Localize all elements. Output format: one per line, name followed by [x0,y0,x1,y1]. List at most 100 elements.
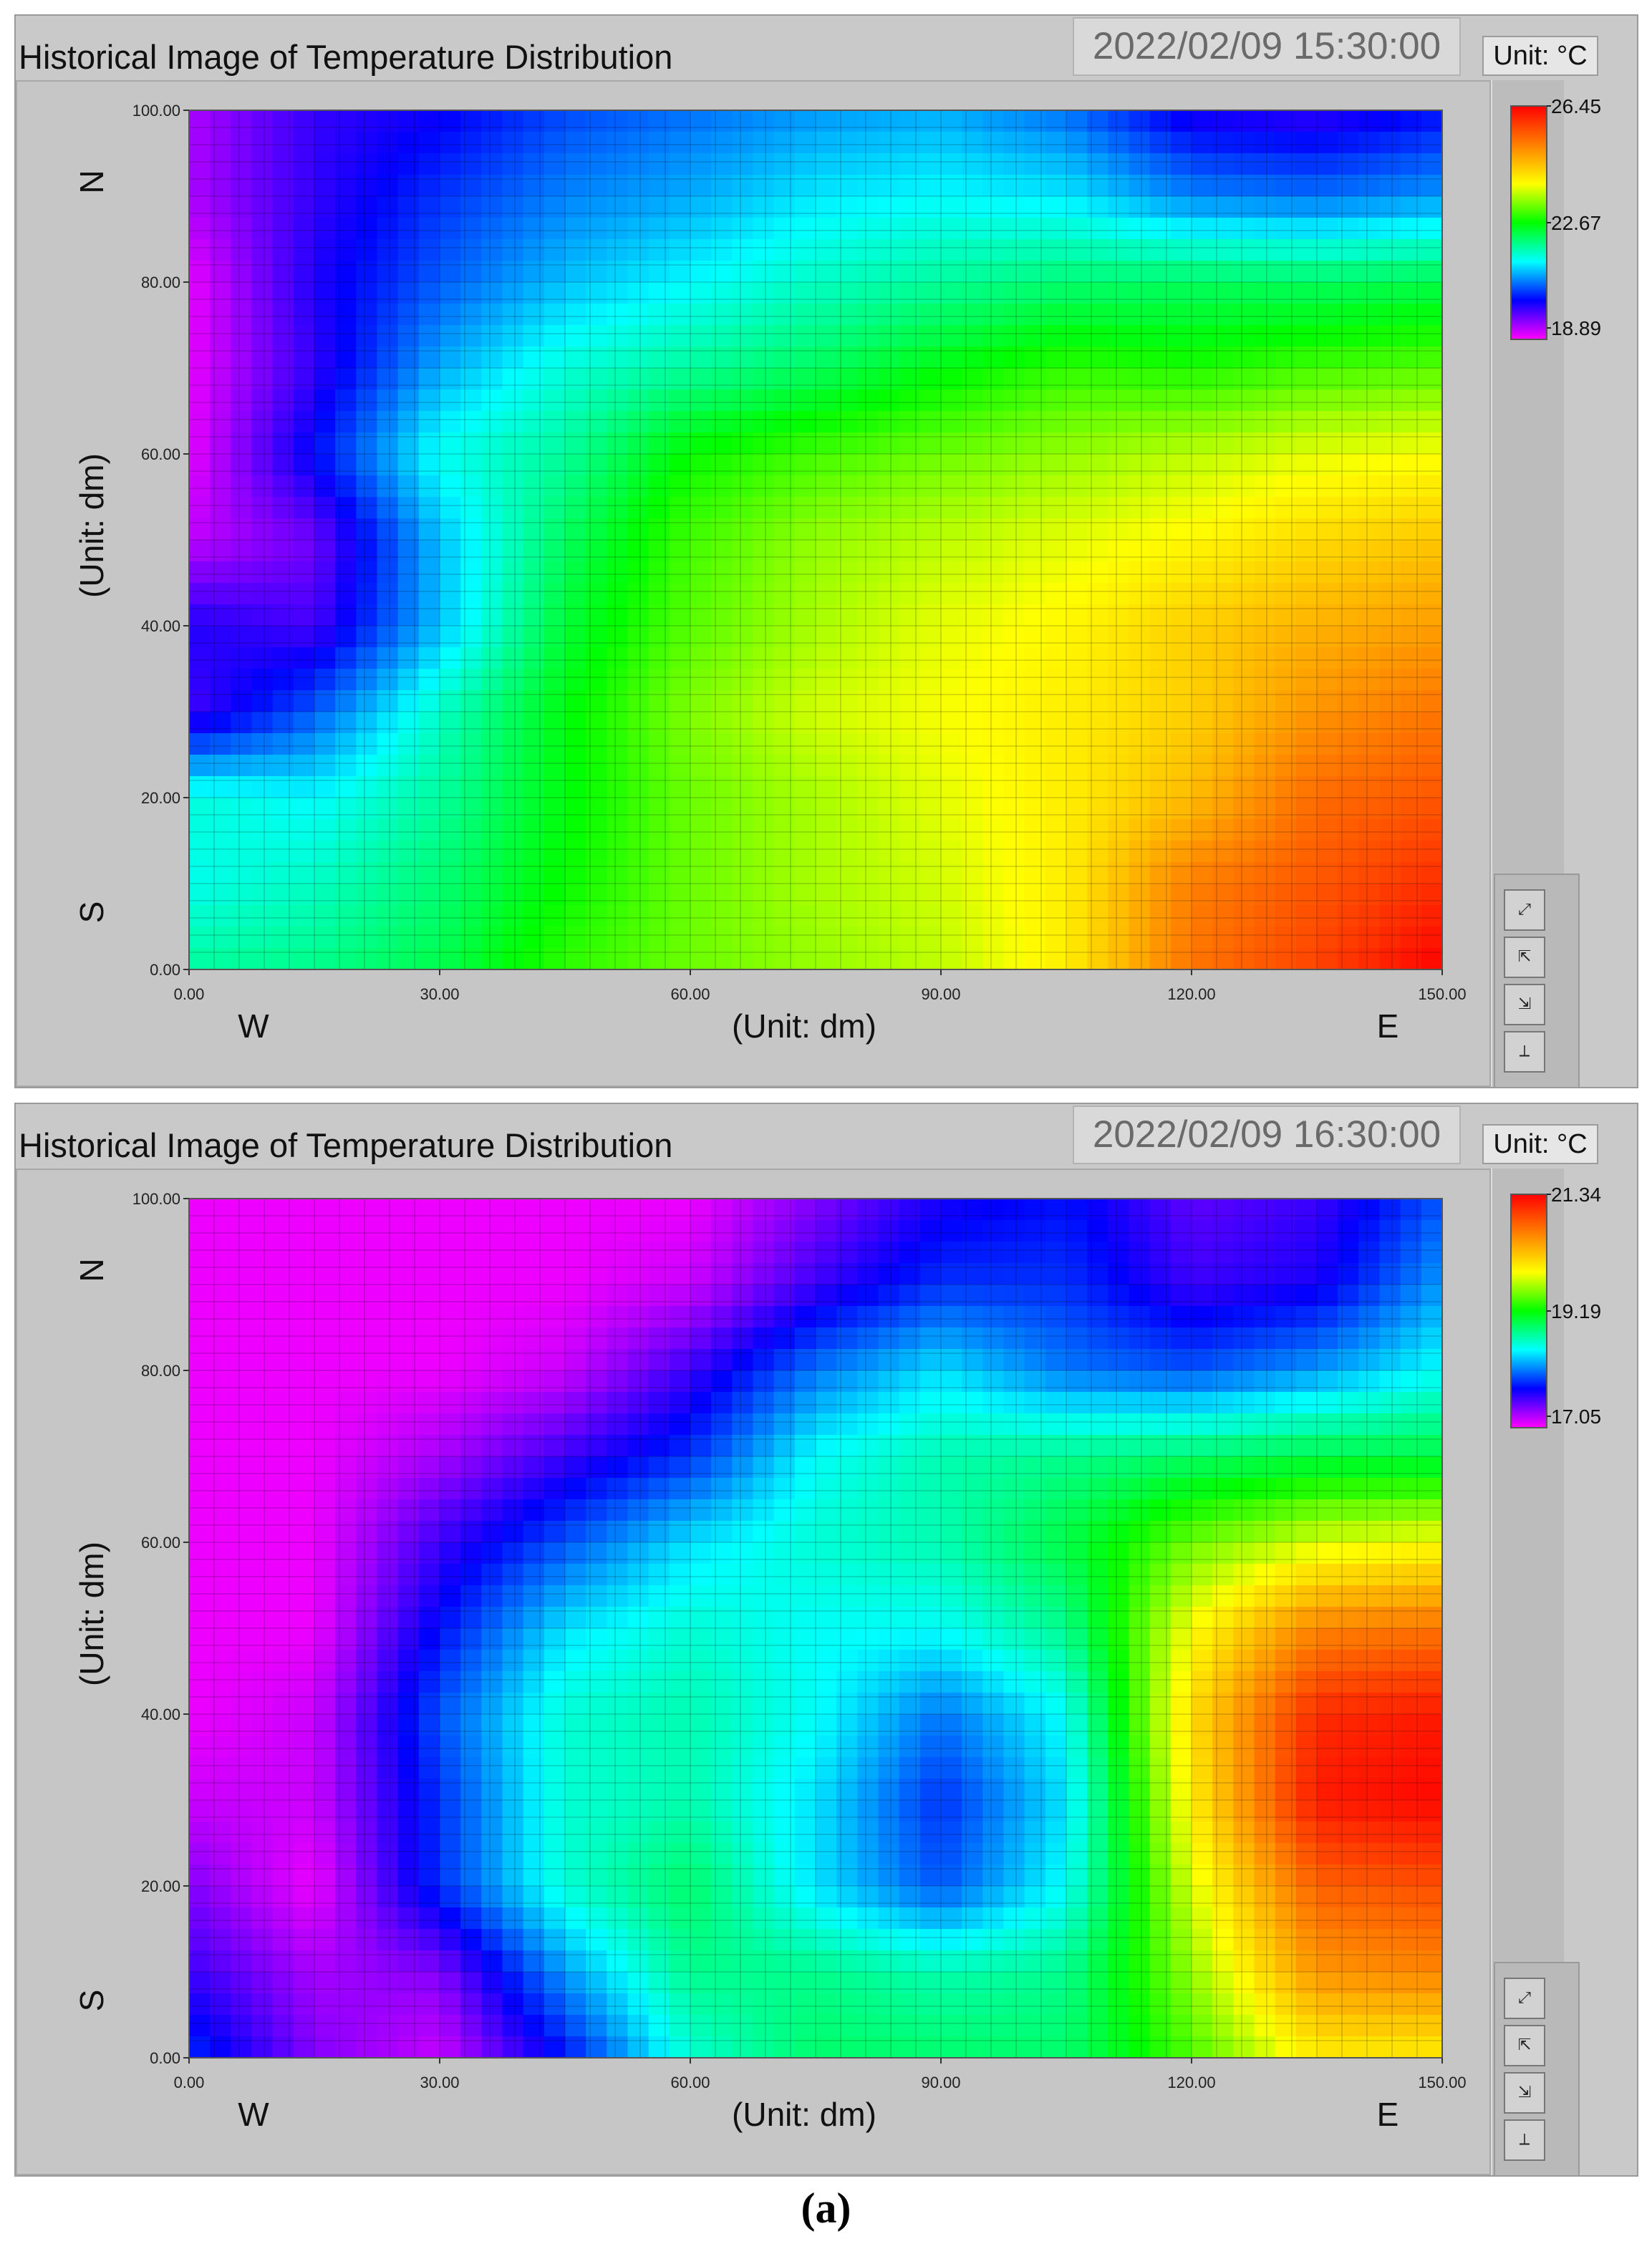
heatmap-cell [962,884,983,906]
heatmap-svg[interactable]: 0.00 30.00 60.00 90.00 120.00 150.000.0020.00… [17,1170,1489,2174]
heatmap-cell [1400,132,1422,154]
heatmap-cell [335,304,357,326]
heatmap-cell [962,1800,983,1822]
heatmap-cell [1233,755,1255,777]
heatmap-cell [440,1392,461,1414]
heatmap-cell [397,1736,420,1758]
heatmap-cell [314,1242,336,1264]
heatmap-cell [314,1736,336,1758]
heatmap-cell [1045,1950,1067,1973]
heatmap-cell [1254,647,1276,669]
heatmap-cell [565,1285,586,1307]
heatmap-cell [878,110,900,132]
heatmap-cell [1254,218,1276,240]
heatmap-cell [1379,1585,1401,1607]
heatmap-cell [607,669,629,691]
heatmap-cell [481,1521,503,1543]
heatmap-cell [1233,153,1255,175]
heatmap-cell [1338,325,1359,347]
heatmap-cell [816,905,837,927]
heatmap-cell [335,1779,357,1801]
heatmap-cell [878,1864,900,1887]
heatmap-cell [440,561,461,584]
heatmap-cell [1295,1413,1318,1436]
heatmap-cell [1400,1779,1422,1801]
heatmap-cell [210,1285,231,1307]
heatmap-cell [1379,1671,1401,1693]
heatmap-cell [962,1650,983,1672]
heatmap-cell [210,798,231,820]
heatmap-cell [669,239,691,261]
heatmap-cell [1129,1607,1151,1629]
heatmap-cell [816,2036,837,2059]
heatmap-cell [523,239,545,261]
heatmap-cell [794,1263,816,1285]
heatmap-cell [1149,1199,1172,1221]
heatmap-cell [1149,1306,1172,1328]
heatmap-cell [1108,2015,1130,2037]
heatmap-cell [773,1993,796,2016]
heatmap-cell [356,927,378,949]
colorbar-svg [1510,105,1551,340]
heatmap-cell [962,175,983,197]
heatmap-cell [1066,1757,1088,1779]
heatmap-cell [523,755,545,777]
heatmap-cell [857,1607,879,1629]
axis-xz-icon[interactable]: ⇱ [1504,937,1545,978]
heatmap-cell [502,1199,524,1221]
heatmap-cell [231,1843,253,1865]
heatmap-cell [1338,1843,1359,1865]
heatmap-cell [1379,175,1401,197]
heatmap-cell [919,390,942,412]
heatmap-cell [1024,1349,1046,1371]
zoom-xy-icon[interactable]: ⤢ [1504,889,1545,931]
heatmap-cell [481,1993,503,2016]
heatmap-cell [1003,1736,1025,1758]
heatmap-cell [251,884,274,906]
heatmap-cell [669,1736,691,1758]
heatmap-cell [1045,132,1067,154]
heatmap-cell [460,540,482,562]
heatmap-cell [753,755,775,777]
heatmap-cell [1358,390,1381,412]
heatmap-cell [523,905,545,927]
heatmap-cell [377,561,399,584]
heatmap-cell [816,1585,837,1607]
heatmap-cell [1024,1542,1046,1564]
heatmap-cell [1024,1220,1046,1242]
heatmap-cell [773,884,796,906]
heatmap-cell [272,1242,294,1264]
heatmap-cell [314,862,336,884]
heatmap-cell [1379,755,1401,777]
heatmap-cell [1358,1714,1381,1736]
heatmap-cell [1400,1714,1422,1736]
heatmap-cell [440,540,461,562]
heatmap-cell [690,1456,712,1479]
heatmap-cell [502,1993,524,2016]
heatmap-cell [1358,1456,1381,1479]
heatmap-cell [314,1564,336,1586]
axis-zy-icon[interactable]: ⇲ [1504,984,1545,1025]
heatmap-cell [314,1413,336,1436]
heatmap-cell [627,1693,649,1715]
heatmap-cell [397,1542,420,1564]
heatmap-cell [794,733,816,755]
heatmap-cell [711,1327,733,1350]
heatmap-cell [857,1950,879,1973]
heatmap-cell [189,1435,211,1457]
heatmap-cell [669,862,691,884]
heatmap-cell [1275,1564,1297,1586]
heatmap-cell [1212,1843,1234,1865]
heatmap-svg[interactable]: 0.00 30.00 60.00 90.00 120.00 150.000.0020.00… [17,82,1489,1085]
heatmap-cell [669,2036,691,2059]
axis-3d-icon[interactable]: ⟂ [1504,1031,1545,1073]
heatmap-cell [816,2015,837,2037]
heatmap-cell [1212,1757,1234,1779]
heatmap-cell [711,1714,733,1736]
heatmap-cell [1087,583,1108,605]
heatmap-cell [1275,1779,1297,1801]
heatmap-cell [607,110,629,132]
heatmap-cell [1129,583,1151,605]
heatmap-cell [669,669,691,691]
heatmap-cell [440,583,461,605]
